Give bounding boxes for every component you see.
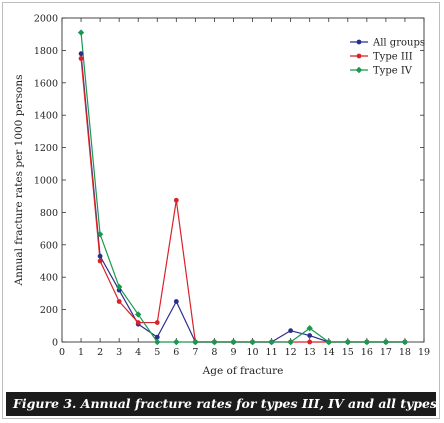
y-tick-label: 1000: [34, 176, 58, 187]
legend-entry-label: Type III: [373, 52, 413, 63]
legend-entry-label: Type IV: [373, 66, 413, 77]
x-tick-label: 4: [135, 347, 141, 358]
x-tick-label: 9: [230, 347, 236, 358]
data-point: [382, 338, 390, 346]
y-tick-label: 1200: [34, 143, 58, 154]
data-point: [249, 338, 256, 346]
y-tick-label: 400: [40, 273, 58, 284]
line-chart: 0 1 2 3 4 5 6 7 8 9 10 11 12 13 14 15 16 17 18 190200400600…: [13, 14, 430, 378]
x-tick-label: 1: [78, 347, 84, 358]
series-lines: [80, 32, 405, 343]
x-tick-label: 5: [154, 347, 160, 358]
y-tick-label: 200: [40, 305, 58, 316]
data-point: [173, 338, 180, 346]
series-markers: [77, 29, 409, 346]
data-point: [173, 197, 179, 203]
x-tick-label: 19: [418, 347, 430, 358]
data-point: [97, 258, 103, 264]
x-tick-label: 14: [323, 347, 335, 358]
x-tick-label: 3: [116, 347, 122, 358]
data-point: [135, 311, 142, 318]
y-tick-label: 0: [52, 338, 58, 349]
data-point: [135, 320, 141, 325]
data-point: [96, 231, 104, 238]
x-tick-label: 13: [304, 347, 316, 358]
series-line-0: [80, 53, 405, 343]
x-tick-label: 2: [97, 347, 103, 358]
data-point: [363, 338, 371, 346]
series-line-1: [80, 58, 405, 343]
data-point: [288, 328, 294, 334]
x-tick-label: 12: [285, 347, 297, 358]
data-point: [115, 283, 123, 291]
x-tick-label: 15: [342, 347, 354, 358]
x-tick-label: 7: [192, 347, 198, 358]
y-tick-label: 800: [40, 208, 58, 219]
y-tick-label: 1400: [34, 111, 58, 122]
x-tick-label: 6: [173, 347, 179, 358]
data-point: [306, 325, 313, 332]
legend-swatch-marker: [356, 53, 362, 59]
y-tick-label: 600: [40, 240, 58, 251]
data-point: [287, 338, 294, 346]
data-point: [97, 253, 103, 259]
figure-frame: [2, 2, 440, 419]
data-point: [192, 338, 199, 346]
y-axis-label: Annual fracture rates per 1000 persons: [13, 74, 25, 286]
legend-entry-label: All groups: [372, 38, 425, 49]
data-point: [307, 339, 313, 345]
data-point: [211, 338, 218, 346]
data-point: [401, 338, 409, 346]
x-axis-label: Age of fracture: [202, 365, 284, 377]
y-tick-label: 2000: [34, 14, 58, 25]
x-tick-label: 10: [246, 347, 258, 358]
data-point: [154, 334, 160, 340]
data-point: [230, 338, 237, 346]
figure-caption: Figure 3. Annual fracture rates for type…: [6, 392, 436, 416]
data-point: [116, 299, 122, 304]
data-point: [78, 56, 84, 61]
series-line-2: [80, 32, 405, 343]
x-tick-label: 16: [361, 347, 373, 358]
data-point: [116, 287, 122, 293]
data-point: [344, 338, 351, 346]
y-tick-label: 1600: [34, 78, 58, 89]
x-tick-label: 17: [380, 347, 392, 358]
data-point: [268, 338, 275, 346]
data-point: [78, 51, 84, 57]
legend-swatch-marker: [356, 39, 362, 45]
data-point: [307, 333, 313, 338]
chart-legend: All groups Type III Type IV: [350, 38, 425, 77]
legend-swatch-marker: [355, 66, 363, 74]
x-tick-label: 18: [399, 347, 411, 358]
data-point: [325, 338, 332, 346]
x-tick-label: 0: [59, 347, 65, 358]
x-tick-label: 11: [266, 347, 278, 358]
y-tick-label: 1800: [34, 46, 58, 57]
data-point: [173, 299, 179, 304]
data-point: [154, 338, 161, 346]
x-tick-label: 8: [211, 347, 217, 358]
data-point: [154, 320, 160, 325]
plot-area-border: [61, 17, 425, 343]
data-point: [77, 29, 85, 36]
